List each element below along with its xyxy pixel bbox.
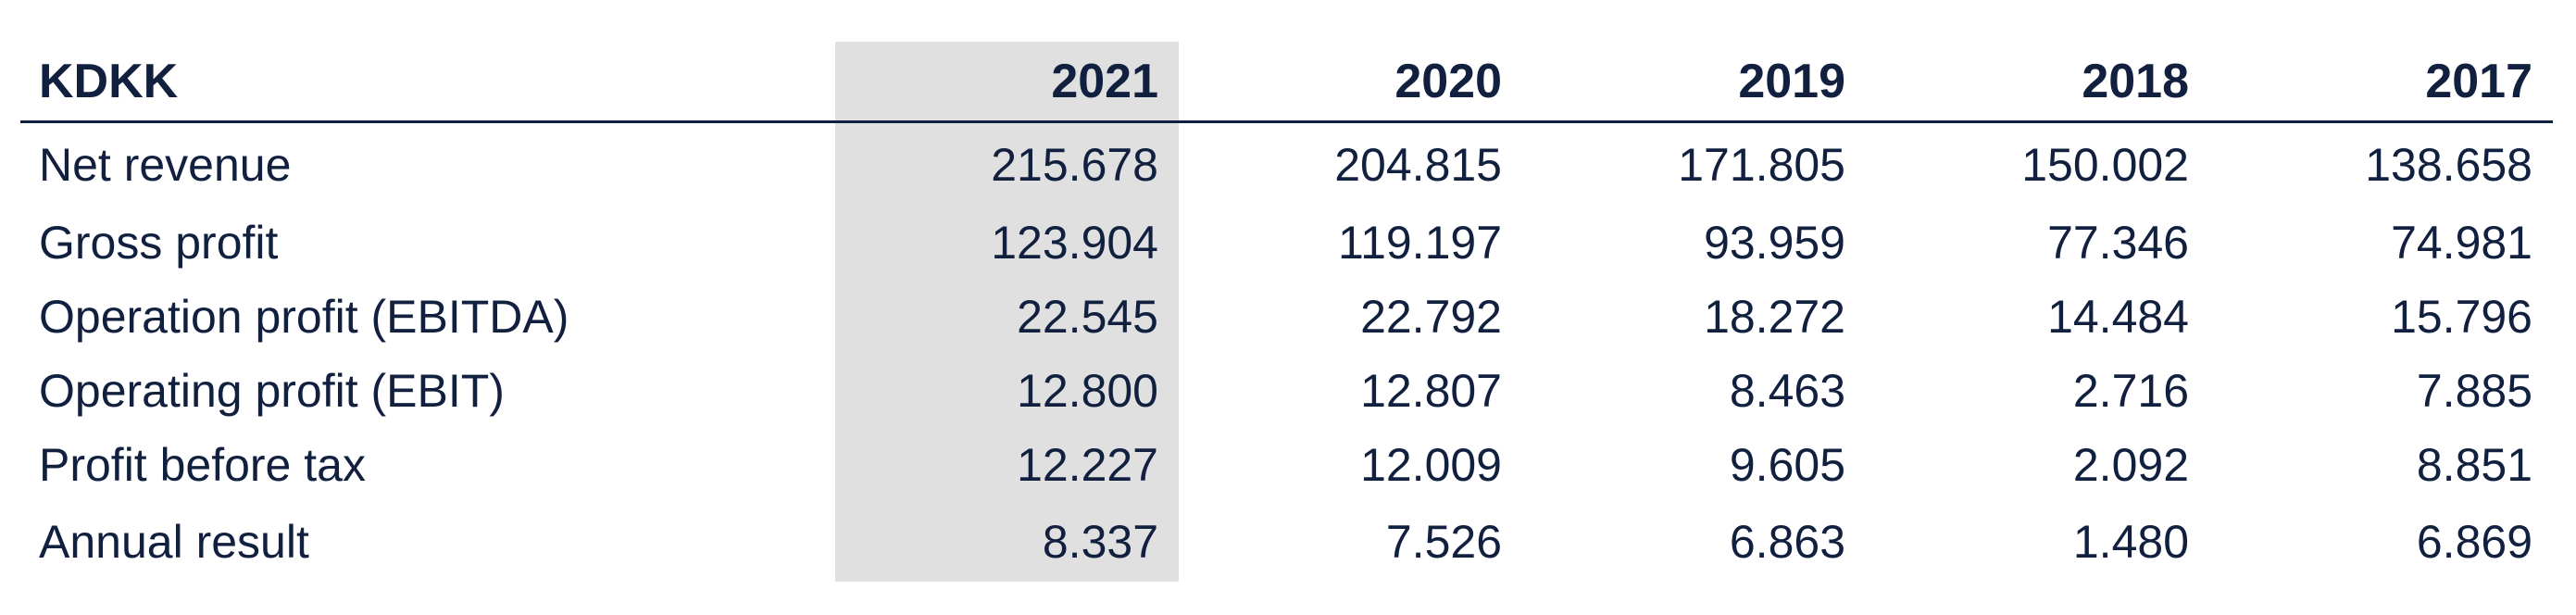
value-cell: 77.346 bbox=[2047, 217, 2189, 269]
value-cell: 14.484 bbox=[2047, 291, 2189, 343]
value-cell: 9.605 bbox=[1729, 439, 1845, 491]
value-cell: 119.197 bbox=[1337, 217, 1502, 269]
value-cell: 204.815 bbox=[1334, 138, 1502, 191]
value-cell: 12.800 bbox=[835, 354, 1179, 428]
table-row-ebit: Operating profit (EBIT) 12.800 12.807 8.… bbox=[20, 354, 2553, 428]
value-cell: 171.805 bbox=[1678, 138, 1845, 191]
header-row: KDKK 2021 2020 2019 2018 2017 bbox=[20, 42, 2553, 123]
year-header-2021: 2021 bbox=[835, 42, 1179, 123]
value-cell: 93.959 bbox=[1704, 217, 1845, 269]
table-row-profit-before-tax: Profit before tax 12.227 12.009 9.605 2.… bbox=[20, 428, 2553, 502]
financial-summary-table: KDKK 2021 2020 2019 2018 2017 Net revenu… bbox=[20, 42, 2553, 582]
table-header: KDKK 2021 2020 2019 2018 2017 bbox=[20, 42, 2553, 123]
row-label: Operation profit (EBITDA) bbox=[39, 291, 569, 343]
value-cell: 12.227 bbox=[835, 428, 1179, 502]
value-cell: 6.869 bbox=[2416, 516, 2532, 568]
year-header-2019: 2019 bbox=[1522, 42, 1866, 123]
value-cell: 8.851 bbox=[2416, 439, 2532, 491]
table-row-net-revenue: Net revenue 215.678 204.815 171.805 150.… bbox=[20, 121, 2553, 206]
value-cell: 6.863 bbox=[1729, 516, 1845, 568]
year-header-2018: 2018 bbox=[1866, 42, 2209, 123]
value-cell: 22.792 bbox=[1360, 291, 1502, 343]
value-cell: 74.981 bbox=[2391, 217, 2532, 269]
currency-unit-header: KDKK bbox=[20, 42, 835, 123]
value-cell: 138.658 bbox=[2365, 138, 2532, 191]
table-row-gross-profit: Gross profit 123.904 119.197 93.959 77.3… bbox=[20, 206, 2553, 280]
row-label: Net revenue bbox=[39, 138, 292, 191]
row-label: Annual result bbox=[39, 516, 309, 568]
table-row-annual-result: Annual result 8.337 7.526 6.863 1.480 6.… bbox=[20, 502, 2553, 582]
table-row-ebitda: Operation profit (EBITDA) 22.545 22.792 … bbox=[20, 280, 2553, 354]
value-cell: 12.807 bbox=[1360, 365, 1502, 417]
value-cell: 22.545 bbox=[835, 280, 1179, 354]
value-cell: 12.009 bbox=[1360, 439, 1502, 491]
value-cell: 1.480 bbox=[2072, 516, 2189, 568]
value-cell: 215.678 bbox=[835, 121, 1179, 206]
value-cell: 7.526 bbox=[1385, 516, 1502, 568]
row-label: Profit before tax bbox=[39, 439, 366, 491]
value-cell: 8.337 bbox=[835, 502, 1179, 582]
year-header-2020: 2020 bbox=[1179, 42, 1522, 123]
row-label: Gross profit bbox=[39, 217, 279, 269]
value-cell: 123.904 bbox=[835, 206, 1179, 280]
row-label: Operating profit (EBIT) bbox=[39, 365, 505, 417]
year-header-2017: 2017 bbox=[2209, 42, 2553, 123]
value-cell: 18.272 bbox=[1704, 291, 1845, 343]
value-cell: 15.796 bbox=[2391, 291, 2532, 343]
value-cell: 150.002 bbox=[2021, 138, 2189, 191]
table-body: Net revenue 215.678 204.815 171.805 150.… bbox=[20, 121, 2553, 582]
value-cell: 2.092 bbox=[2072, 439, 2189, 491]
value-cell: 2.716 bbox=[2072, 365, 2189, 417]
value-cell: 8.463 bbox=[1729, 365, 1845, 417]
value-cell: 7.885 bbox=[2416, 365, 2532, 417]
